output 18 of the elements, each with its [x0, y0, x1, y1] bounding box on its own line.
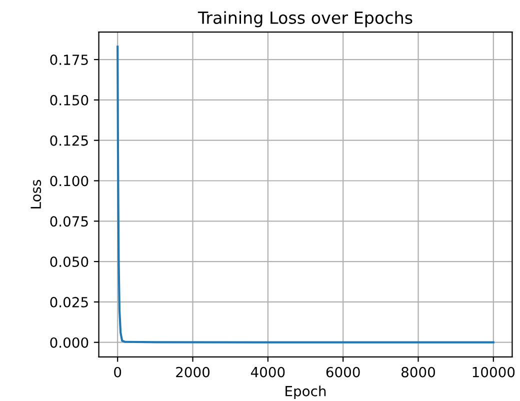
- x-tick-label: 4000: [250, 366, 285, 378]
- line-series: [116, 46, 494, 344]
- y-tick-label: 0.175: [50, 54, 88, 66]
- y-tick-label: 0.150: [50, 94, 88, 106]
- x-tick-label: 2000: [176, 366, 210, 378]
- y-axis-title: Loss: [30, 180, 42, 208]
- y-tick-label: 0.050: [50, 256, 88, 268]
- y-tick-label: 0.025: [50, 296, 88, 308]
- y-tick-label: 0.125: [50, 135, 88, 146]
- y-tick-label: 0.000: [50, 337, 88, 348]
- y-tick-label: 0.075: [50, 216, 88, 227]
- chart-title: Training Loss over Epochs: [198, 11, 412, 28]
- x-tick-label: 6000: [326, 366, 360, 378]
- x-tick-label: 0: [114, 366, 122, 378]
- x-tick-label: 8000: [402, 366, 435, 378]
- y-tick-label: 0.100: [50, 176, 88, 186]
- x-tick-label: 10000: [472, 366, 515, 378]
- x-axis-title: Epoch: [286, 386, 326, 400]
